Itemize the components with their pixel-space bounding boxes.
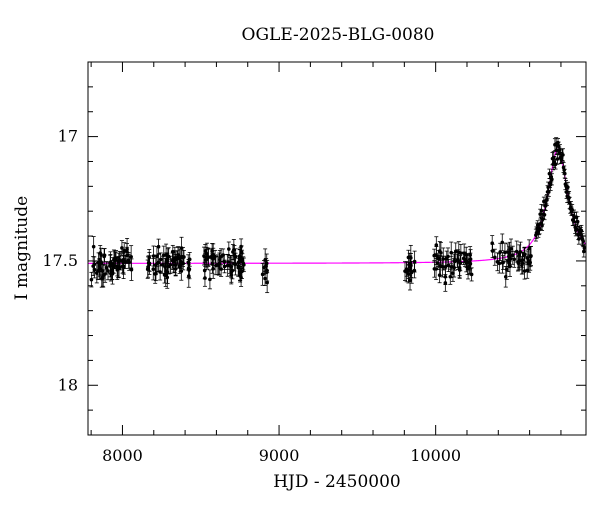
- data-point: [108, 254, 113, 274]
- data-point: [121, 258, 126, 275]
- axis-ticks: [88, 62, 586, 436]
- x-tick-label: 9000: [259, 446, 300, 465]
- data-point: [176, 246, 181, 269]
- data-point: [495, 252, 500, 272]
- data-point: [117, 256, 122, 278]
- data-point: [187, 259, 192, 280]
- data-points-layer: [89, 137, 586, 294]
- data-point: [500, 233, 505, 252]
- data-point: [125, 238, 130, 261]
- data-point: [540, 220, 545, 231]
- data-point: [239, 263, 244, 279]
- data-point: [232, 256, 237, 272]
- data-point: [239, 245, 244, 259]
- data-point: [98, 260, 103, 277]
- data-point: [127, 253, 132, 271]
- data-point: [560, 148, 565, 162]
- data-point: [440, 256, 445, 278]
- plot-frame: [87, 61, 587, 436]
- data-point: [179, 261, 184, 281]
- data-point: [228, 255, 233, 277]
- data-point: [146, 256, 151, 278]
- data-point: [528, 246, 533, 266]
- data-point: [500, 252, 505, 274]
- data-point: [173, 254, 178, 277]
- data-point: [445, 247, 450, 266]
- data-point: [448, 268, 453, 285]
- data-point: [213, 249, 218, 264]
- data-point: [449, 241, 454, 264]
- data-point: [166, 247, 171, 266]
- data-point: [492, 248, 497, 266]
- data-point: [408, 270, 413, 291]
- y-tick-label: 17: [58, 127, 78, 146]
- data-point: [562, 168, 567, 179]
- data-point: [207, 269, 212, 290]
- data-point: [490, 235, 495, 252]
- data-point: [575, 216, 580, 228]
- data-point: [546, 187, 551, 197]
- chart-title: OGLE-2025-BLG-0080: [242, 25, 435, 45]
- data-point: [527, 254, 532, 273]
- data-point: [265, 259, 270, 282]
- data-point: [165, 266, 170, 289]
- data-point: [203, 244, 208, 259]
- data-point: [91, 236, 96, 258]
- data-point: [512, 250, 517, 268]
- data-point: [525, 262, 530, 279]
- data-point: [412, 262, 417, 279]
- data-point: [151, 258, 156, 281]
- data-point: [178, 246, 183, 269]
- data-point: [464, 254, 469, 269]
- data-point: [517, 244, 522, 264]
- data-point: [89, 271, 94, 288]
- data-point: [129, 258, 134, 281]
- data-point: [204, 242, 209, 265]
- data-point: [236, 257, 241, 277]
- y-tick-label: 17.5: [42, 251, 78, 270]
- data-point: [102, 248, 107, 265]
- data-point: [155, 254, 160, 273]
- data-point: [180, 246, 185, 267]
- y-axis-label: I magnitude: [12, 196, 32, 300]
- data-point: [226, 241, 231, 257]
- data-point: [99, 269, 104, 288]
- data-point: [452, 257, 457, 278]
- data-point: [503, 266, 508, 288]
- data-point: [432, 260, 437, 278]
- data-point: [95, 262, 100, 280]
- data-point: [520, 251, 525, 269]
- data-point: [119, 240, 124, 256]
- data-point: [508, 251, 513, 267]
- data-point: [437, 241, 442, 261]
- data-point: [99, 247, 104, 263]
- data-point: [222, 259, 227, 274]
- data-point: [434, 246, 439, 265]
- data-point: [443, 268, 448, 285]
- data-point: [461, 251, 466, 266]
- data-point: [113, 250, 118, 266]
- data-point: [457, 261, 462, 279]
- data-point: [221, 248, 226, 262]
- data-point: [468, 246, 473, 265]
- data-point: [202, 261, 207, 280]
- data-point: [171, 250, 176, 273]
- x-axis-label: HJD - 2450000: [273, 472, 401, 492]
- data-point: [549, 173, 554, 186]
- y-tick-label: 18: [58, 375, 78, 394]
- data-point: [211, 243, 216, 266]
- x-tick-label: 8000: [102, 446, 143, 465]
- data-point: [217, 252, 222, 275]
- axis-tick-labels: 8000 9000 10000 17 17.5 18: [42, 127, 461, 465]
- x-tick-label: 10000: [410, 446, 461, 465]
